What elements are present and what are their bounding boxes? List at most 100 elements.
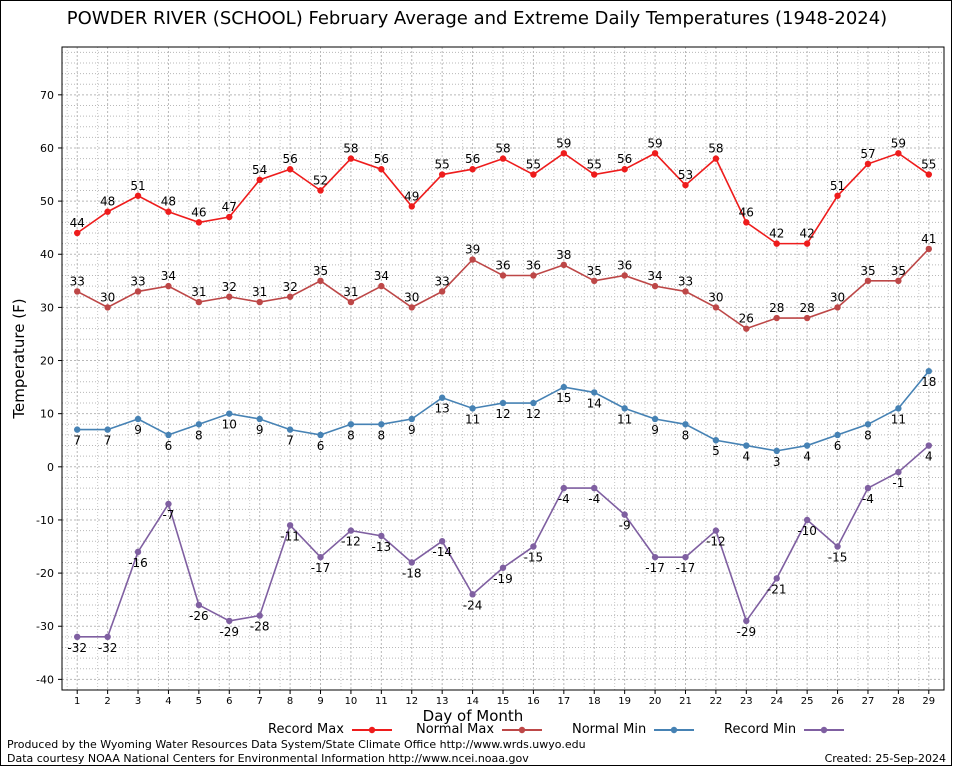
data-label: 28 xyxy=(769,301,784,315)
data-label: 35 xyxy=(313,264,328,278)
data-point xyxy=(165,208,172,215)
legend-record-max-swatch xyxy=(352,726,393,733)
footer-produced-by: Produced by the Wyoming Water Resources … xyxy=(7,738,586,751)
data-label: 4 xyxy=(742,450,750,464)
chart-title: POWDER RIVER (SCHOOL) February Average a… xyxy=(66,8,888,29)
y-axis-label: Temperature (F) xyxy=(10,298,28,419)
data-label: -24 xyxy=(463,598,483,612)
data-label: 34 xyxy=(647,269,662,283)
data-label: 7 xyxy=(286,434,294,448)
data-label: 33 xyxy=(130,274,145,288)
data-point xyxy=(469,591,476,598)
data-label: 59 xyxy=(647,136,662,150)
data-point xyxy=(591,277,598,285)
data-point xyxy=(408,559,415,566)
data-label: 11 xyxy=(891,412,906,426)
data-point xyxy=(803,442,811,449)
x-tick-label: 29 xyxy=(922,696,935,707)
data-label: 36 xyxy=(526,259,541,273)
data-point xyxy=(864,484,872,492)
data-label: -15 xyxy=(524,551,544,565)
data-point xyxy=(165,500,172,508)
data-label: 8 xyxy=(195,428,203,442)
data-point xyxy=(317,553,324,561)
legend-normal-max-swatch xyxy=(502,726,543,733)
data-label: 58 xyxy=(343,142,358,156)
series-record-max: 44 48 51 48 46 47 54 56 52 58 56 49 55 56 58 55 59 55 56 59… xyxy=(70,136,936,247)
data-label: 56 xyxy=(617,152,632,166)
data-point xyxy=(864,160,872,168)
data-point xyxy=(499,564,507,571)
data-point xyxy=(560,383,568,391)
data-point xyxy=(834,543,841,550)
y-tick-label: 60 xyxy=(40,142,54,155)
x-tick-label: 1 xyxy=(74,696,80,707)
x-tick-label: 13 xyxy=(436,696,449,707)
y-tick-label: -30 xyxy=(36,620,54,633)
x-tick-label: 15 xyxy=(497,696,510,707)
data-point xyxy=(256,612,263,619)
data-point xyxy=(682,181,689,189)
x-tick-label: 16 xyxy=(527,696,540,707)
data-label: 13 xyxy=(435,402,450,416)
data-label: 34 xyxy=(374,269,389,283)
data-label: 8 xyxy=(378,428,386,442)
y-tick-label: 10 xyxy=(40,408,54,421)
data-point xyxy=(408,304,415,311)
data-label: 33 xyxy=(435,274,450,288)
data-point xyxy=(621,511,628,518)
data-point xyxy=(195,421,203,428)
y-tick-label: 30 xyxy=(40,301,54,314)
x-tick-label: 5 xyxy=(196,696,202,707)
data-label: 39 xyxy=(465,243,480,257)
data-point xyxy=(712,527,720,534)
data-label: 55 xyxy=(435,158,450,172)
data-point xyxy=(530,272,537,279)
data-label: -19 xyxy=(493,572,513,586)
data-point xyxy=(408,203,415,210)
data-label: 48 xyxy=(100,195,115,209)
data-point xyxy=(104,208,111,215)
data-point xyxy=(591,484,598,492)
data-label: 56 xyxy=(465,152,480,166)
data-point xyxy=(712,437,720,444)
data-point xyxy=(803,516,811,524)
data-point xyxy=(682,288,689,295)
data-point xyxy=(895,150,902,157)
data-point xyxy=(560,150,568,157)
data-point xyxy=(104,633,111,641)
x-tick-label: 18 xyxy=(588,696,601,707)
data-label: 9 xyxy=(134,423,142,437)
data-point xyxy=(317,431,324,439)
data-point xyxy=(226,213,233,221)
data-point xyxy=(834,431,841,439)
x-tick-label: 11 xyxy=(375,696,388,707)
x-tick-label: 26 xyxy=(831,696,844,707)
data-label: 36 xyxy=(495,259,510,273)
data-label: 4 xyxy=(925,450,933,464)
data-label: 9 xyxy=(651,423,659,437)
data-point xyxy=(469,166,476,173)
data-label: 6 xyxy=(834,439,842,453)
data-point xyxy=(256,176,263,184)
data-point xyxy=(773,575,780,582)
data-label: -10 xyxy=(797,524,817,538)
data-label: 31 xyxy=(191,285,206,299)
data-point xyxy=(317,187,324,194)
footer-created: Created: 25-Sep-2024 xyxy=(824,752,946,765)
data-label: -17 xyxy=(311,561,331,575)
data-label: 49 xyxy=(404,189,419,203)
data-label: 11 xyxy=(465,412,480,426)
data-label: 56 xyxy=(282,152,297,166)
series-record-min: -32 -32-16-7-26-29 -28-11-17-12 -13-18-14-2… xyxy=(67,442,933,655)
data-label: -4 xyxy=(558,492,570,506)
data-label: 8 xyxy=(347,428,355,442)
data-point xyxy=(743,617,750,625)
data-point xyxy=(743,219,750,226)
data-point xyxy=(347,527,355,534)
data-label: 11 xyxy=(617,412,632,426)
data-point xyxy=(286,166,294,173)
data-point xyxy=(591,389,598,396)
x-tick-label: 22 xyxy=(710,696,723,707)
data-point xyxy=(286,293,294,300)
